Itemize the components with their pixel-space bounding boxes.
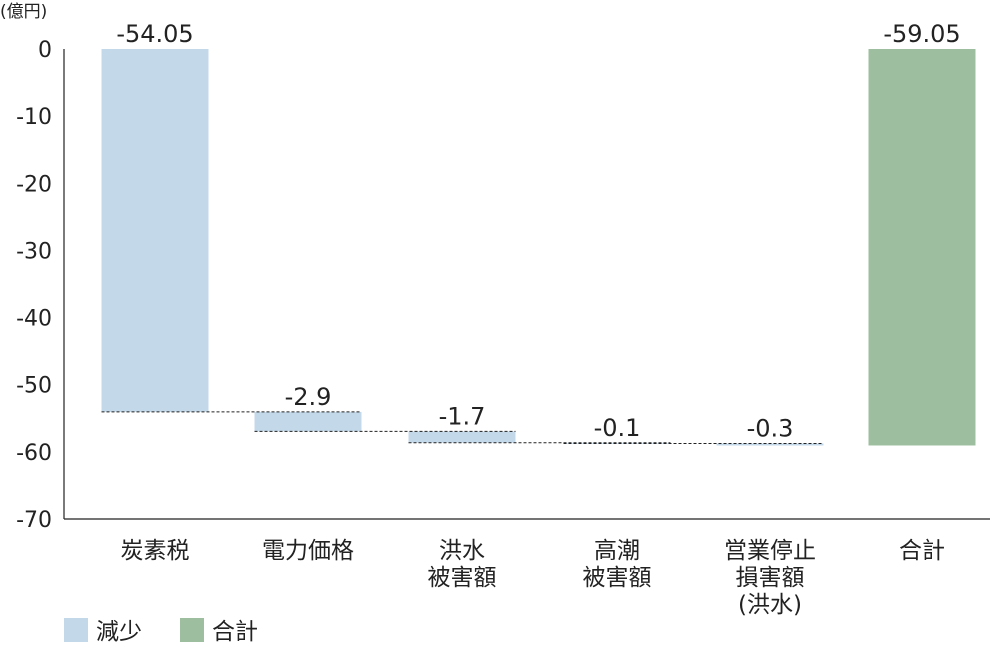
legend-label: 合計 <box>212 619 258 645</box>
legend: 減少 合計 <box>64 618 258 645</box>
category-label: 高潮 <box>594 538 640 564</box>
category-label: 被害額 <box>583 565 652 591</box>
value-labels: -54.05 -2.9 -1.7 -0.1 -0.3 -59.05 <box>116 20 960 442</box>
bars <box>101 49 976 446</box>
y-tick-label: -60 <box>16 441 52 466</box>
value-label: -1.7 <box>439 402 486 430</box>
category-label: 営業停止 <box>724 538 816 564</box>
y-axis-ticks: 0 -10 -20 -30 -40 -50 -60 -70 <box>16 38 52 533</box>
y-tick-label: -30 <box>16 239 52 264</box>
category-label: 洪水 <box>439 538 485 564</box>
y-tick-label: -10 <box>16 105 52 130</box>
y-tick-label: -40 <box>16 307 52 332</box>
bar-2 <box>254 411 362 432</box>
category-label: 合計 <box>899 538 945 564</box>
value-label: -54.05 <box>116 20 193 48</box>
legend-swatch <box>64 618 88 642</box>
bar-1 <box>101 49 209 412</box>
category-label: 損害額 <box>736 565 805 591</box>
category-label: 電力価格 <box>262 538 354 564</box>
legend-label: 減少 <box>96 619 142 645</box>
value-label: -0.1 <box>594 414 641 442</box>
y-tick-label: -50 <box>16 374 52 399</box>
y-axis-unit-label: (億円) <box>0 2 47 22</box>
category-label: (洪水) <box>738 592 802 618</box>
value-label: -0.3 <box>747 414 794 442</box>
bar-3 <box>408 431 516 443</box>
value-label: -2.9 <box>285 383 332 411</box>
bar-6 <box>868 49 976 446</box>
category-label: 被害額 <box>428 565 497 591</box>
bar-4 <box>563 442 671 444</box>
y-tick-label: 0 <box>38 38 52 63</box>
y-tick-label: -70 <box>16 508 52 533</box>
value-label: -59.05 <box>883 20 960 48</box>
category-label: 炭素税 <box>121 538 190 564</box>
y-tick-label: -20 <box>16 172 52 197</box>
connector-lines <box>101 411 824 444</box>
legend-swatch <box>180 618 204 642</box>
bar-5 <box>716 443 824 446</box>
